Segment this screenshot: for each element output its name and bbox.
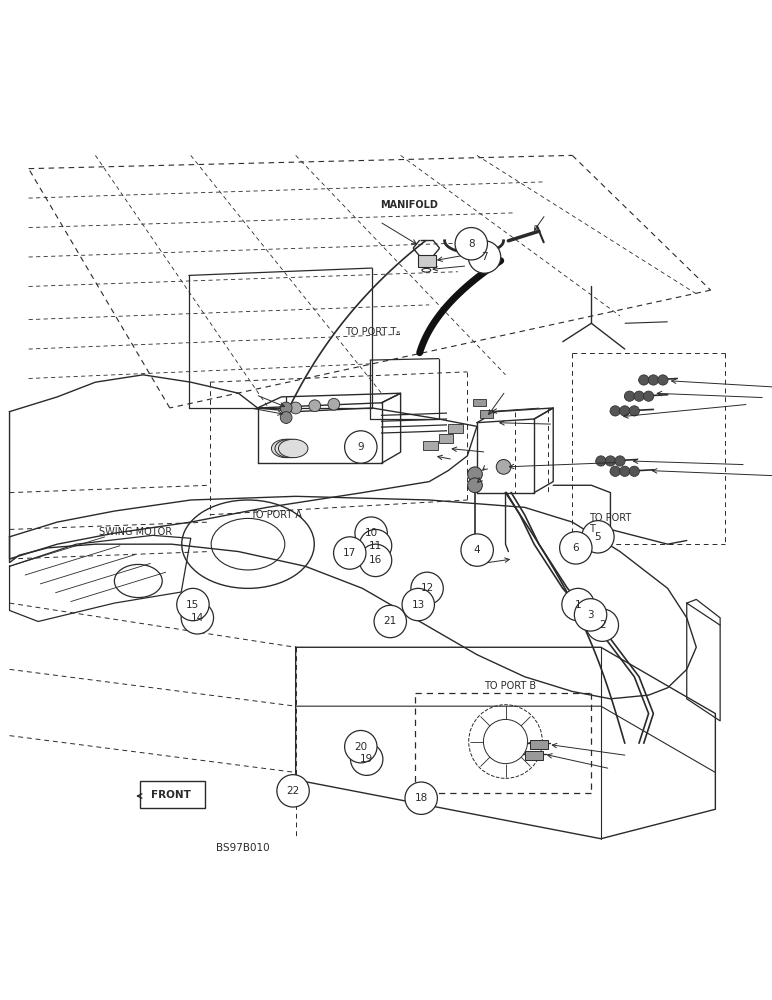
Circle shape — [469, 241, 501, 273]
Bar — [424, 441, 438, 450]
Circle shape — [181, 602, 214, 634]
Text: 15: 15 — [186, 600, 199, 610]
Text: 19: 19 — [360, 754, 374, 764]
Circle shape — [496, 460, 511, 474]
Circle shape — [355, 517, 388, 549]
Text: 7: 7 — [481, 252, 488, 262]
Circle shape — [582, 521, 614, 553]
Text: 16: 16 — [369, 555, 382, 565]
FancyBboxPatch shape — [140, 781, 205, 808]
Text: TO PORT B: TO PORT B — [485, 681, 537, 691]
Circle shape — [277, 775, 310, 807]
Text: 22: 22 — [286, 786, 300, 796]
Bar — [438, 434, 453, 443]
Circle shape — [620, 466, 630, 476]
Circle shape — [610, 406, 621, 416]
Text: 6: 6 — [573, 543, 579, 553]
Text: 17: 17 — [343, 548, 357, 558]
Circle shape — [658, 375, 668, 385]
Text: 14: 14 — [191, 613, 204, 623]
Circle shape — [634, 391, 644, 401]
Circle shape — [350, 743, 383, 775]
Circle shape — [605, 456, 615, 466]
Circle shape — [374, 605, 407, 638]
Text: 3: 3 — [587, 610, 594, 620]
Circle shape — [586, 609, 618, 641]
Circle shape — [280, 402, 292, 414]
Circle shape — [328, 398, 340, 410]
Circle shape — [402, 588, 435, 621]
Circle shape — [620, 406, 630, 416]
Text: 8: 8 — [468, 239, 475, 249]
Bar — [479, 410, 493, 418]
Circle shape — [638, 375, 649, 385]
Circle shape — [177, 588, 209, 621]
Circle shape — [643, 391, 654, 401]
Circle shape — [629, 406, 639, 416]
Circle shape — [359, 544, 391, 577]
Ellipse shape — [272, 439, 301, 458]
Text: 2: 2 — [599, 620, 606, 630]
Ellipse shape — [275, 439, 304, 458]
Text: 1: 1 — [574, 600, 581, 610]
Text: 20: 20 — [354, 742, 367, 752]
Circle shape — [615, 456, 625, 466]
Circle shape — [411, 572, 443, 605]
Bar — [418, 255, 436, 267]
Text: 10: 10 — [364, 528, 378, 538]
Text: TO PORT
T: TO PORT T — [589, 513, 631, 534]
Text: 5: 5 — [594, 532, 601, 542]
Text: 9: 9 — [357, 442, 364, 452]
Circle shape — [610, 466, 621, 476]
Text: SWING MOTOR: SWING MOTOR — [100, 527, 172, 537]
Circle shape — [625, 391, 635, 401]
Text: 21: 21 — [384, 616, 397, 626]
Circle shape — [344, 431, 377, 463]
Circle shape — [280, 412, 292, 423]
Bar — [473, 399, 486, 406]
Circle shape — [562, 588, 594, 621]
Circle shape — [468, 467, 482, 482]
Circle shape — [629, 466, 639, 476]
Text: 11: 11 — [369, 541, 382, 551]
Text: TO PORT A: TO PORT A — [250, 510, 303, 520]
Circle shape — [648, 375, 659, 385]
Bar — [525, 751, 543, 760]
Circle shape — [309, 400, 320, 412]
Text: TO PORT T₈: TO PORT T₈ — [344, 327, 400, 337]
Circle shape — [405, 782, 438, 814]
Circle shape — [344, 730, 377, 763]
Circle shape — [574, 599, 607, 631]
Circle shape — [334, 537, 366, 569]
Circle shape — [455, 228, 487, 260]
Bar — [449, 424, 463, 433]
Text: 4: 4 — [474, 545, 480, 555]
Circle shape — [596, 456, 606, 466]
Circle shape — [290, 402, 302, 414]
Circle shape — [560, 532, 592, 564]
Ellipse shape — [279, 439, 308, 458]
Circle shape — [461, 534, 493, 566]
Text: FRONT: FRONT — [151, 790, 191, 800]
Circle shape — [468, 478, 482, 493]
Circle shape — [359, 529, 391, 562]
Text: BS97B010: BS97B010 — [216, 843, 269, 853]
Text: 18: 18 — [415, 793, 428, 803]
Bar — [530, 740, 548, 749]
Text: MANIFOLD: MANIFOLD — [380, 200, 438, 210]
Text: 13: 13 — [411, 600, 425, 610]
Text: 12: 12 — [421, 583, 434, 593]
